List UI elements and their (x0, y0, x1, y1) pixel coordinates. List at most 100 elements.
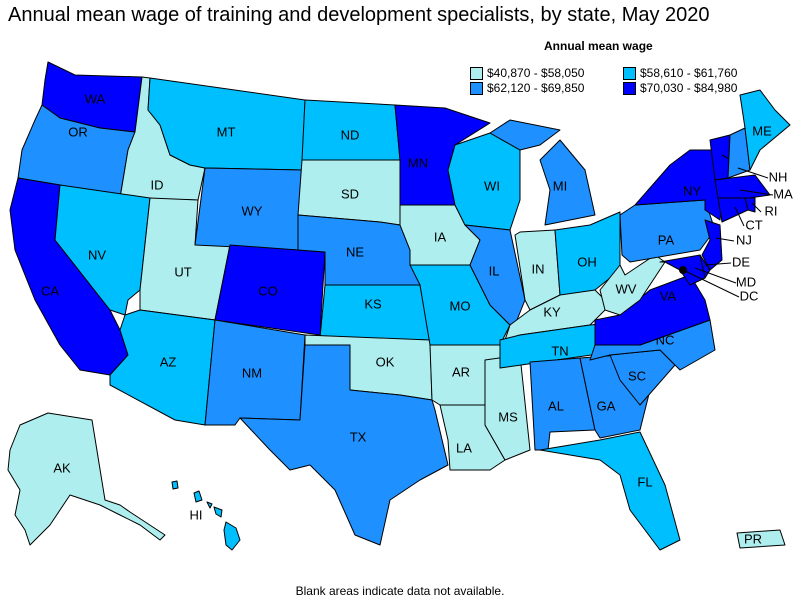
legend-swatch (470, 66, 483, 80)
state-hi: HI (171, 480, 241, 551)
state-label: TN (551, 343, 568, 358)
state-label: AL (548, 398, 564, 413)
state-shape (193, 490, 203, 503)
state-label: WA (85, 91, 106, 106)
state-mi: MI (489, 119, 596, 226)
leader-line (715, 237, 735, 242)
leader-line (751, 202, 762, 213)
state-ma: MA (714, 174, 793, 201)
legend-item: $70,030 - $84,980 (623, 81, 737, 95)
legend-item: $62,120 - $69,850 (470, 81, 584, 95)
state-shape (223, 521, 241, 551)
state-label: CO (258, 283, 278, 298)
state-nj: NJ (701, 219, 752, 271)
state-ct: CT (717, 197, 763, 232)
state-shape (539, 431, 681, 551)
state-shape (239, 344, 449, 546)
state-or: OR (17, 104, 136, 199)
state-shape (539, 139, 596, 226)
state-label: LA (456, 440, 472, 455)
state-label: HI (190, 507, 203, 522)
state-label: WV (616, 281, 637, 296)
state-wa: WA (41, 61, 143, 133)
legend-item: $58,610 - $61,760 (623, 66, 737, 80)
state-shape (7, 412, 166, 546)
state-label: MN (408, 155, 428, 170)
state-shape (736, 529, 786, 549)
state-nm: NM (204, 319, 306, 426)
state-label: CT (745, 217, 762, 232)
state-shape (489, 119, 561, 151)
state-az: AZ (109, 309, 216, 426)
state-label: TX (350, 429, 367, 444)
state-shape (171, 480, 179, 490)
legend-item: $40,870 - $58,050 (470, 66, 584, 80)
state-label: KS (364, 296, 382, 311)
state-label: MT (217, 124, 236, 139)
state-label: OR (68, 124, 88, 139)
map-title: Annual mean wage of training and develop… (8, 4, 710, 26)
state-label: PA (658, 232, 675, 247)
state-label: GA (597, 398, 616, 413)
state-label: IA (434, 229, 447, 244)
state-va: VA (594, 274, 711, 346)
footnote: Blank areas indicate data not available. (295, 584, 505, 598)
state-shape (714, 174, 771, 201)
state-ut: UT (139, 197, 231, 321)
state-label: IL (489, 263, 500, 278)
state-label: SD (341, 186, 359, 201)
state-shape (206, 501, 213, 509)
state-shape (739, 89, 791, 171)
state-label: NM (242, 365, 262, 380)
legend-label: $70,030 - $84,980 (640, 81, 738, 95)
state-label: RI (765, 203, 778, 218)
state-label: ID (151, 177, 164, 192)
state-me: ME (739, 89, 791, 171)
state-label: CA (41, 283, 59, 298)
state-pr: PR (736, 529, 786, 549)
leader-line (704, 262, 732, 266)
state-label: AR (452, 364, 470, 379)
state-label: FL (637, 474, 652, 489)
state-label: NV (88, 247, 106, 262)
state-label: KY (543, 304, 561, 319)
state-label: MS (498, 409, 518, 424)
state-label: DC (740, 288, 759, 303)
state-label: AZ (160, 354, 177, 369)
state-label: NY (683, 183, 701, 198)
state-label: MA (773, 186, 793, 201)
legend-swatch (623, 81, 636, 95)
state-label: MO (450, 298, 471, 313)
state-shape (319, 284, 431, 341)
state-label: ME (752, 123, 772, 138)
legend-title: Annual mean wage (544, 39, 653, 53)
state-ne: NE (297, 214, 421, 286)
legend-label: $58,610 - $61,760 (640, 66, 738, 80)
state-mo: MO (409, 264, 511, 346)
state-mt: MT (147, 77, 306, 171)
state-fl: FL (539, 431, 681, 551)
legend-label: $62,120 - $69,850 (487, 81, 585, 95)
state-ks: KS (319, 284, 431, 341)
leader-line (739, 189, 774, 196)
state-label: MD (736, 274, 756, 289)
state-co: CO (214, 244, 326, 336)
state-label: NH (769, 169, 788, 184)
state-tx: TX (239, 344, 449, 546)
state-label: NE (346, 244, 364, 259)
state-pa: PA (619, 199, 716, 263)
state-nh: NH (727, 127, 788, 184)
state-label: OH (577, 254, 597, 269)
state-label: DE (732, 254, 750, 269)
state-label: WY (242, 203, 263, 218)
state-wi: WI (447, 132, 521, 231)
leader-line (682, 269, 740, 298)
legend-swatch (623, 66, 636, 80)
state-dc: DC (679, 266, 758, 303)
state-shape (619, 199, 716, 263)
state-label: PR (744, 531, 762, 546)
state-label: ND (341, 127, 360, 142)
state-wy: WY (194, 167, 303, 251)
state-label: UT (174, 264, 191, 279)
